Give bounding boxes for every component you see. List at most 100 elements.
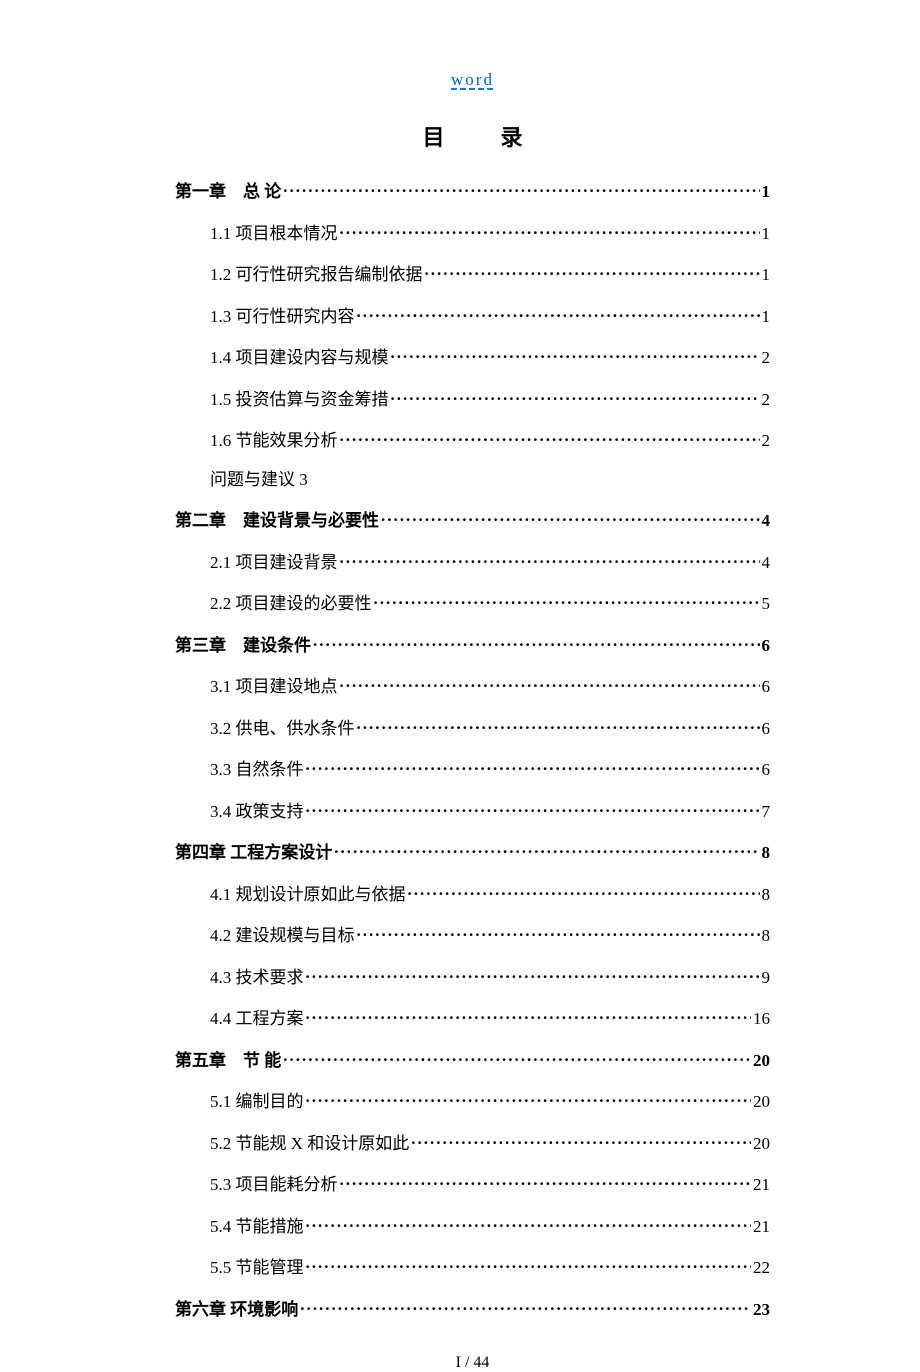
toc-entry[interactable]: 5.3 项目能耗分析21: [210, 1173, 770, 1193]
toc-page-number: 20: [753, 1052, 770, 1069]
toc-entry[interactable]: 5.4 节能措施 21: [210, 1215, 770, 1235]
toc-page-number: 21: [753, 1176, 770, 1193]
toc-label: 第四章 工程方案设计: [175, 844, 332, 861]
toc-dots: [340, 222, 760, 239]
toc-page-number: 1: [762, 308, 771, 325]
word-link[interactable]: word: [451, 70, 494, 89]
toc-dots: [306, 800, 760, 817]
toc-page-number: 2: [762, 432, 771, 449]
toc-entry[interactable]: 1.4 项目建设内容与规模 2: [210, 346, 770, 366]
toc-label: 1.2 可行性研究报告编制依据: [210, 266, 423, 283]
toc-entry[interactable]: 5.2 节能规 X 和设计原如此20: [210, 1132, 770, 1152]
title-char-1: 目: [422, 125, 444, 150]
toc-entry[interactable]: 4.4 工程方案16: [210, 1007, 770, 1027]
toc-entry[interactable]: 第四章 工程方案设计8: [175, 841, 770, 861]
toc-dots: [391, 346, 760, 363]
toc-entry[interactable]: 4.1 规划设计原如此与依据 8: [210, 883, 770, 903]
toc-label: 5.4 节能措施: [210, 1218, 304, 1235]
header-link-container: word: [175, 70, 770, 90]
toc-label: 1.4 项目建设内容与规模: [210, 349, 389, 366]
toc-dots: [313, 634, 760, 651]
toc-label: 4.4 工程方案: [210, 1010, 304, 1027]
toc-label: 5.5 节能管理: [210, 1259, 304, 1276]
toc-dots: [357, 717, 760, 734]
toc-entry[interactable]: 1.1 项目根本情况 1: [210, 222, 770, 242]
toc-label: 4.3 技术要求: [210, 969, 304, 986]
toc-label: 2.2 项目建设的必要性: [210, 595, 372, 612]
toc-page-number: 1: [762, 266, 771, 283]
toc-entry[interactable]: 1.6 节能效果分析2: [210, 429, 770, 449]
toc-dots: [391, 388, 760, 405]
toc-entry[interactable]: 2.1 项目建设背景 4: [210, 551, 770, 571]
toc-page-number: 5: [762, 595, 771, 612]
toc-page-number: 8: [762, 927, 771, 944]
toc-entry[interactable]: 第三章 建设条件6: [175, 634, 770, 654]
toc-label: 第二章 建设背景与必要性: [175, 512, 379, 529]
toc-dots: [306, 1256, 752, 1273]
toc-entry[interactable]: 1.3 可行性研究内容1: [210, 305, 770, 325]
toc-label: 第一章 总 论: [175, 183, 281, 200]
toc-label: 第六章 环境影响: [175, 1301, 298, 1318]
toc-dots: [334, 841, 759, 858]
toc-entry[interactable]: 5.1 编制目的 20: [210, 1090, 770, 1110]
toc-dots: [381, 509, 760, 526]
toc-page-number: 21: [753, 1218, 770, 1235]
toc-entry[interactable]: 3.2 供电、供水条件 6: [210, 717, 770, 737]
toc-page-number: 2: [762, 349, 771, 366]
toc-dots: [340, 551, 760, 568]
toc-page-number: 20: [753, 1093, 770, 1110]
page-number: I / 44: [456, 1354, 490, 1371]
toc-entry[interactable]: 第一章 总 论 1: [175, 180, 770, 200]
toc-page-number: 4: [762, 512, 771, 529]
toc-dots: [425, 263, 760, 280]
toc-entry[interactable]: 2.2 项目建设的必要性 5: [210, 592, 770, 612]
toc-label: 3.3 自然条件: [210, 761, 304, 778]
page-footer: I / 44: [175, 1339, 770, 1372]
toc-label: 1.5 投资估算与资金筹措: [210, 391, 389, 408]
toc-label: 3.2 供电、供水条件: [210, 720, 355, 737]
toc-page-number: 6: [762, 678, 771, 695]
toc-page-number: 22: [753, 1259, 770, 1276]
toc-entry[interactable]: 3.1 项目建设地点 6: [210, 675, 770, 695]
toc-dots: [408, 883, 760, 900]
toc-entry[interactable]: 3.3 自然条件 6: [210, 758, 770, 778]
toc-label: 3.1 项目建设地点: [210, 678, 338, 695]
toc-page-number: 4: [762, 554, 771, 571]
document-page: word 目录 第一章 总 论11.1 项目根本情况11.2 可行性研究报告编制…: [0, 0, 920, 1302]
toc-label: 5.1 编制目的: [210, 1093, 304, 1110]
toc-page-number: 7: [762, 803, 771, 820]
toc-entry[interactable]: 第二章 建设背景与必要性 4: [175, 509, 770, 529]
toc-entry[interactable]: 第五章 节 能 20: [175, 1049, 770, 1069]
toc-label: 第五章 节 能: [175, 1052, 281, 1069]
toc-entry[interactable]: 5.5 节能管理 22: [210, 1256, 770, 1276]
toc-label: 1.1 项目根本情况: [210, 225, 338, 242]
toc-label: 2.1 项目建设背景: [210, 554, 338, 571]
toc-label: 第三章 建设条件: [175, 637, 311, 654]
toc-page-number: 6: [762, 720, 771, 737]
toc-dots: [357, 924, 760, 941]
toc-dots: [283, 180, 759, 197]
toc-entry[interactable]: 问题与建议 3: [210, 471, 770, 488]
table-of-contents: 第一章 总 论11.1 项目根本情况11.2 可行性研究报告编制依据11.3 可…: [175, 180, 770, 1339]
toc-label: 问题与建议 3: [210, 471, 308, 488]
toc-dots: [306, 966, 760, 983]
toc-entry[interactable]: 1.5 投资估算与资金筹措 2: [210, 388, 770, 408]
toc-dots: [340, 1173, 752, 1190]
toc-entry[interactable]: 1.2 可行性研究报告编制依据 1: [210, 263, 770, 283]
toc-dots: [340, 429, 760, 446]
toc-page-number: 6: [762, 761, 771, 778]
toc-entry[interactable]: 3.4 政策支持 7: [210, 800, 770, 820]
toc-page-number: 8: [762, 886, 771, 903]
title-char-2: 录: [501, 125, 523, 150]
toc-label: 4.1 规划设计原如此与依据: [210, 886, 406, 903]
toc-label: 3.4 政策支持: [210, 803, 304, 820]
toc-page-number: 1: [762, 225, 771, 242]
toc-dots: [306, 1090, 752, 1107]
toc-dots: [306, 758, 760, 775]
toc-entry[interactable]: 4.2 建设规模与目标8: [210, 924, 770, 944]
toc-entry[interactable]: 第六章 环境影响23: [175, 1298, 770, 1318]
toc-entry[interactable]: 4.3 技术要求9: [210, 966, 770, 986]
toc-page-number: 1: [762, 183, 771, 200]
toc-page-number: 2: [762, 391, 771, 408]
toc-dots: [306, 1215, 752, 1232]
